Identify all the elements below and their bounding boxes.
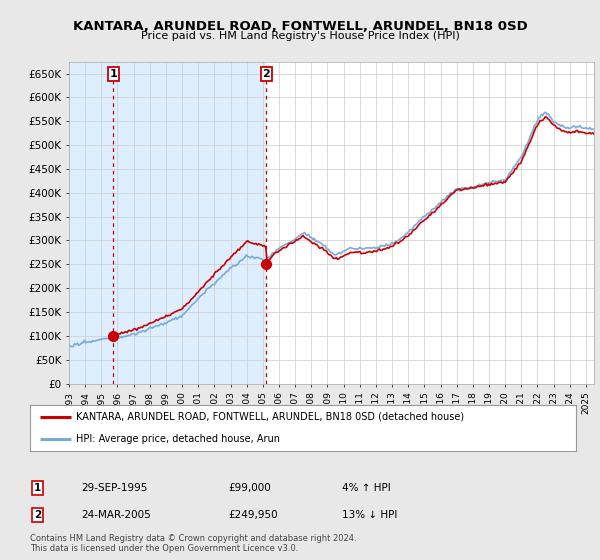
Text: Price paid vs. HM Land Registry's House Price Index (HPI): Price paid vs. HM Land Registry's House … [140, 31, 460, 41]
Text: 1: 1 [110, 69, 117, 79]
Text: 29-SEP-1995: 29-SEP-1995 [81, 483, 148, 493]
Text: £99,000: £99,000 [228, 483, 271, 493]
Text: Contains HM Land Registry data © Crown copyright and database right 2024.
This d: Contains HM Land Registry data © Crown c… [30, 534, 356, 553]
Text: HPI: Average price, detached house, Arun: HPI: Average price, detached house, Arun [76, 434, 280, 444]
Text: 2: 2 [263, 69, 270, 79]
Text: KANTARA, ARUNDEL ROAD, FONTWELL, ARUNDEL, BN18 0SD (detached house): KANTARA, ARUNDEL ROAD, FONTWELL, ARUNDEL… [76, 412, 464, 422]
Text: 2: 2 [34, 510, 41, 520]
Text: £249,950: £249,950 [228, 510, 278, 520]
Text: KANTARA, ARUNDEL ROAD, FONTWELL, ARUNDEL, BN18 0SD: KANTARA, ARUNDEL ROAD, FONTWELL, ARUNDEL… [73, 20, 527, 32]
Text: 4% ↑ HPI: 4% ↑ HPI [342, 483, 391, 493]
Text: 13% ↓ HPI: 13% ↓ HPI [342, 510, 397, 520]
Text: 1: 1 [34, 483, 41, 493]
Text: 24-MAR-2005: 24-MAR-2005 [81, 510, 151, 520]
Bar [69, 62, 266, 384]
